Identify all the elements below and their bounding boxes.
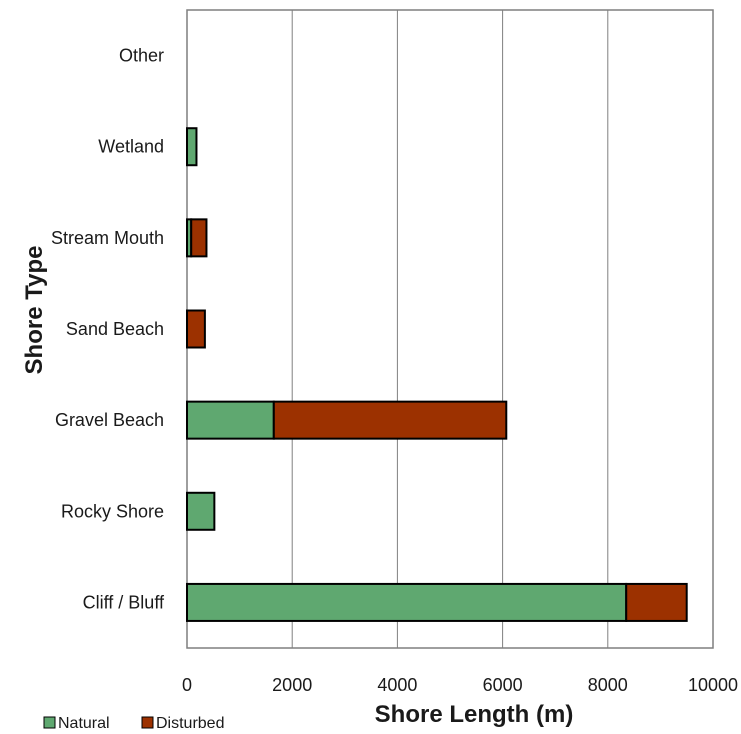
legend-label: Disturbed	[156, 715, 224, 732]
x-tick-label: 6000	[483, 675, 523, 695]
category-label: Gravel Beach	[55, 410, 164, 430]
category-label: Wetland	[98, 137, 164, 157]
category-labels: Other Wetland Stream Mouth Sand Beach Gravel…	[51, 46, 165, 613]
category-label: Rocky Shore	[61, 501, 164, 521]
x-tick-label: 4000	[377, 675, 417, 695]
bar-disturbed	[272, 400, 508, 440]
legend-label: Natural	[58, 715, 110, 732]
x-tick-labels: 0 2000 4000 6000 8000 10000	[182, 675, 738, 695]
gridlines	[291, 10, 609, 648]
bar-natural	[186, 400, 275, 440]
bar-disturbed	[625, 582, 688, 622]
bar-natural	[186, 127, 198, 167]
plot-area	[186, 9, 714, 649]
x-tick-label: 10000	[688, 675, 738, 695]
legend-swatch	[141, 716, 154, 729]
x-tick-label: 0	[182, 675, 192, 695]
bar-disturbed	[190, 218, 208, 258]
bar-disturbed	[186, 309, 206, 349]
category-label: Other	[119, 46, 164, 66]
bar-natural	[186, 582, 628, 622]
x-axis-title: Shore Length (m)	[375, 701, 574, 728]
category-label: Stream Mouth	[51, 228, 164, 248]
category-label: Cliff / Bluff	[83, 592, 165, 612]
bar-natural	[186, 491, 216, 531]
x-tick-label: 2000	[272, 675, 312, 695]
y-axis-title: Shore Type	[21, 246, 48, 375]
x-tick-label: 8000	[588, 675, 628, 695]
legend: Natural Disturbed	[43, 715, 224, 732]
bars	[186, 127, 688, 622]
category-label: Sand Beach	[66, 319, 164, 339]
legend-swatch	[43, 716, 56, 729]
